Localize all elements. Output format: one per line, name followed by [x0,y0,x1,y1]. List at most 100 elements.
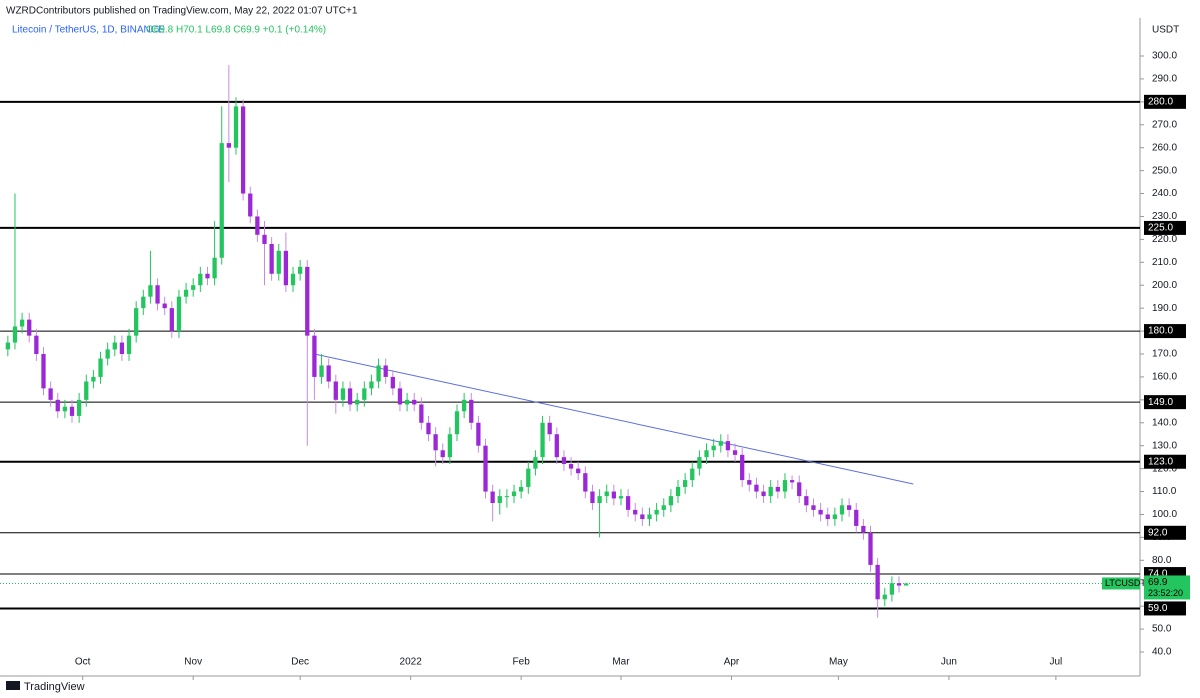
candle-body [91,376,96,382]
level-label-box [1144,324,1186,339]
candle-body [896,583,902,586]
candle-body [340,388,346,400]
candle-body [797,482,802,497]
candle-body [804,496,809,506]
candle-body [547,422,552,435]
candle-body [305,266,310,336]
candle-body [397,388,403,405]
candle-body [476,422,481,446]
candle-body [597,496,602,503]
candle-body [854,509,859,526]
x-tick-label: 2022 [400,657,423,668]
symbol-box [1102,577,1140,590]
candle-body [832,514,837,520]
level-label: 180.0 [1148,326,1173,337]
candle-body [191,285,196,290]
candle-body [561,457,567,465]
candle-body [312,335,317,377]
candle-body [155,285,160,304]
candle-body [732,450,738,455]
y-tick-label: 190.0 [1152,303,1177,314]
candle-body [112,342,117,350]
candle-body [725,441,731,451]
y-tick-label: 50.0 [1152,624,1172,635]
candle-body [718,441,723,446]
candle-body [148,285,153,297]
candle-body [661,505,666,510]
candle-body [240,106,246,194]
level-label-box [1144,395,1186,410]
candle-body [447,434,453,458]
y-tick-label: 220.0 [1152,234,1177,245]
candle-body [176,296,182,332]
countdown-label: 23:52:20 [1148,588,1183,598]
candle-body [390,376,395,389]
candle-body [62,406,68,412]
candle-body [618,496,624,499]
level-label: 149.0 [1148,397,1173,408]
candle-body [889,583,895,595]
candle-body [654,509,659,515]
candle-body [326,365,331,382]
candle-body [48,388,53,400]
candle-body [412,399,417,405]
candle-body [568,464,574,469]
level-label-box [1144,94,1186,109]
candle-body [839,505,845,515]
candle-body [519,486,524,492]
y-tick-label: 80.0 [1152,555,1172,566]
candle-body [105,349,110,359]
candle-body [290,273,296,286]
candle-body [861,525,866,533]
y-tick-label: 240.0 [1152,188,1177,199]
y-tick-label: 40.0 [1152,647,1172,658]
candle-body [540,422,545,458]
candle-body [355,399,360,405]
candle-body [611,491,616,499]
candle-body [668,496,674,506]
candle-body [526,468,531,487]
y-tick-label: 250.0 [1152,165,1177,176]
plot: 40.050.060.070.080.090.0100.0110.0120.01… [0,51,1190,680]
candle-body [141,296,146,309]
y-tick-label: 300.0 [1152,51,1177,62]
candle-body [269,243,274,274]
candle-body [747,480,752,485]
y-tick-label: 110.0 [1152,486,1177,497]
candle-body [162,303,167,309]
y-tick-label: 260.0 [1152,142,1177,153]
candle-body [205,273,210,279]
candle-body [12,326,18,343]
candle-body [69,406,75,416]
candle-body [440,450,445,458]
candle-body [483,445,488,492]
y-tick-label: 230.0 [1152,211,1177,222]
candle-body [697,457,702,469]
candle-body [255,216,260,235]
candle-body [219,143,224,258]
logo-text: TradingView [24,681,85,693]
candle-body [768,486,773,497]
candle-body [84,381,89,400]
level-label: 92.0 [1148,527,1168,538]
price-label: 69.9 [1148,577,1168,588]
x-tick-label: Mar [612,657,630,668]
candle-body [633,509,638,515]
trend-line [314,353,914,485]
level-label: 280.0 [1148,96,1173,107]
candle-body [419,404,424,423]
candle-body [34,335,39,354]
level-label: 123.0 [1148,456,1173,467]
candle-body [490,491,495,503]
price-box [1144,575,1190,600]
candle-body [183,289,189,297]
candle-body [818,509,823,515]
level-label-box [1144,601,1186,616]
candle-body [233,106,239,148]
candle-body [198,273,203,286]
candle-body [775,486,780,492]
y-tick-label: 160.0 [1152,372,1177,383]
candle-body [811,505,816,510]
